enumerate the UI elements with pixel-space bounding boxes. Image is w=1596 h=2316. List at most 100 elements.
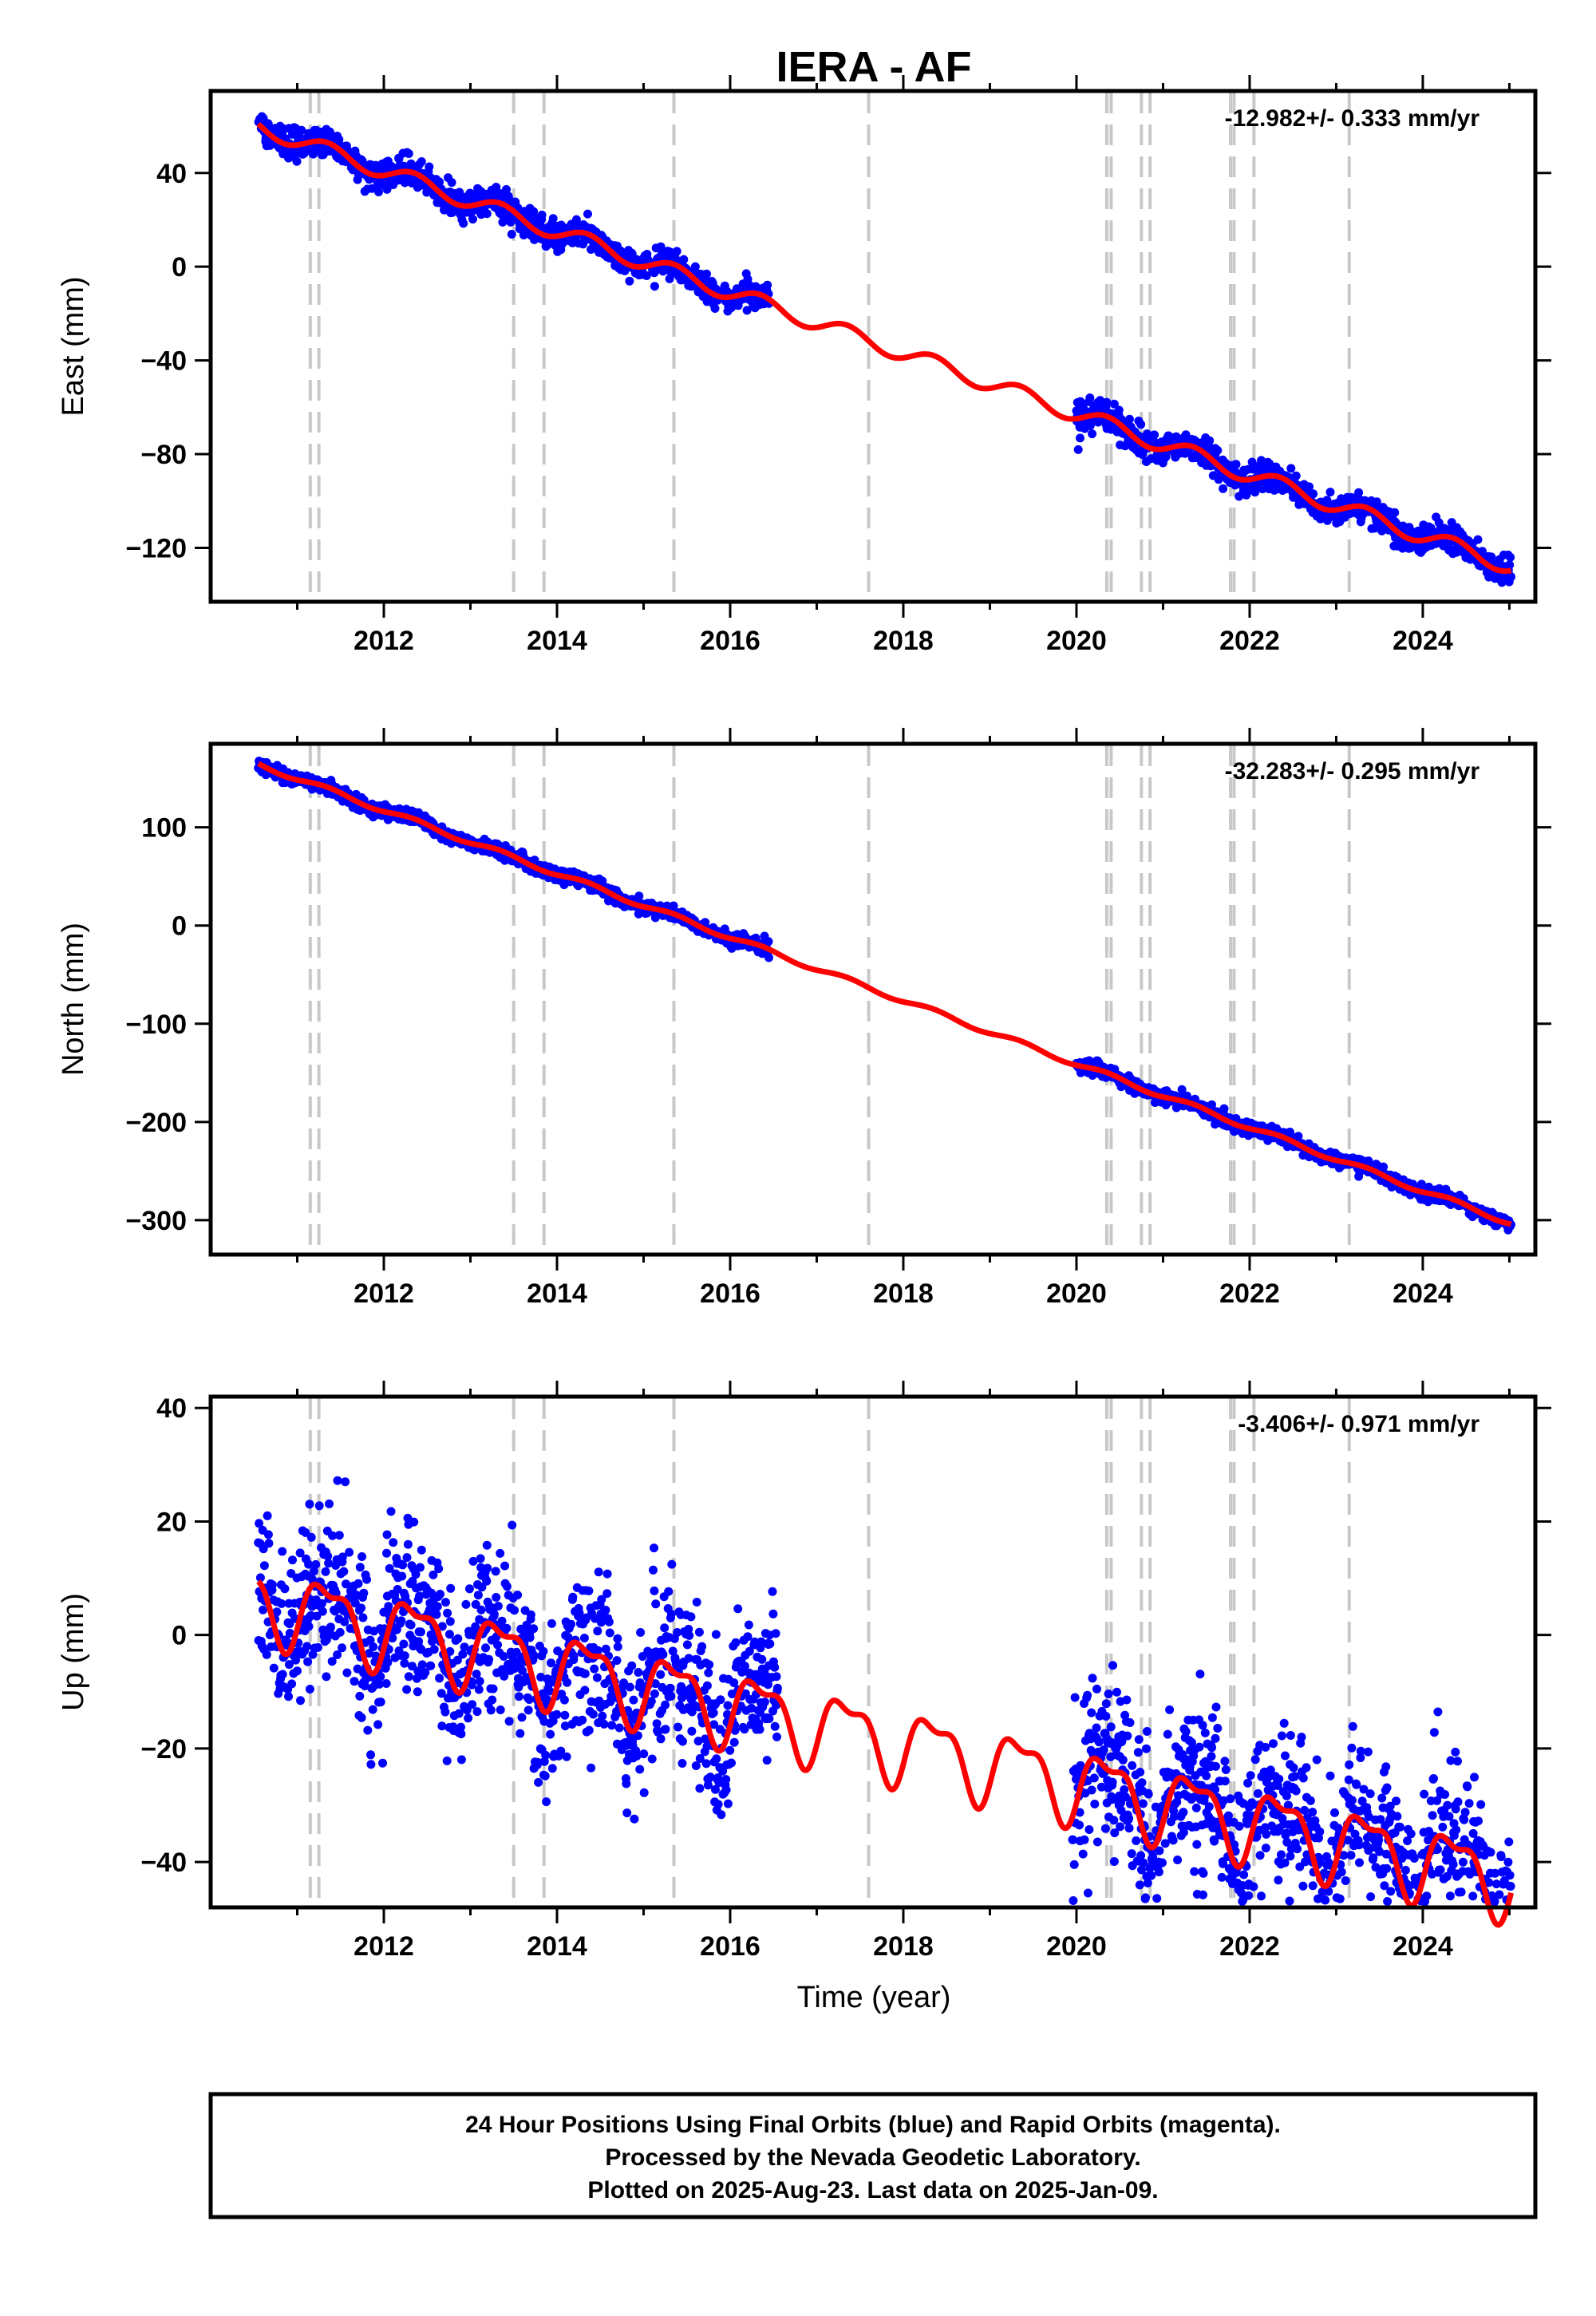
data-point <box>355 1691 365 1701</box>
data-point <box>613 1642 622 1651</box>
data-point <box>482 1576 492 1586</box>
data-point <box>1125 414 1134 424</box>
data-point <box>666 1683 675 1693</box>
data-point <box>510 1606 519 1615</box>
data-point <box>432 1610 441 1619</box>
x-tick-label: 2012 <box>354 626 414 656</box>
data-point <box>1309 489 1318 499</box>
data-point <box>440 1707 450 1717</box>
data-point <box>598 876 607 886</box>
data-point <box>525 1633 535 1642</box>
data-point <box>1219 484 1228 493</box>
data-point <box>259 1561 269 1571</box>
data-point <box>493 1640 502 1650</box>
data-point <box>508 1520 517 1530</box>
x-tick-label: 2014 <box>527 626 587 656</box>
data-point <box>481 1643 490 1653</box>
y-tick-label: 100 <box>141 813 187 844</box>
data-point <box>264 1539 274 1548</box>
data-point <box>357 1713 366 1722</box>
data-point <box>1088 429 1097 439</box>
data-point <box>1219 1104 1229 1113</box>
data-point <box>604 1617 614 1626</box>
data-point <box>1073 445 1083 454</box>
data-point <box>614 1723 624 1733</box>
data-point <box>629 1695 638 1705</box>
data-point <box>378 1758 387 1768</box>
y-tick-label: −80 <box>140 440 187 470</box>
data-point <box>594 1567 603 1577</box>
data-point <box>417 1660 427 1670</box>
data-point <box>567 1619 576 1629</box>
data-point <box>523 1705 533 1715</box>
data-point <box>376 1697 385 1707</box>
data-point <box>488 1684 498 1694</box>
data-point <box>269 1663 279 1673</box>
data-point <box>404 149 413 158</box>
data-point <box>578 1715 587 1725</box>
data-point <box>507 230 516 239</box>
data-point <box>366 1760 376 1769</box>
data-point <box>445 1617 455 1626</box>
data-point <box>704 1668 713 1678</box>
data-point <box>534 1777 543 1787</box>
data-point <box>674 1722 682 1732</box>
data-point <box>297 125 306 135</box>
data-point <box>306 1532 316 1542</box>
data-point <box>1136 420 1146 429</box>
data-point <box>322 1672 331 1682</box>
x-tick-label: 2024 <box>1393 626 1453 656</box>
data-point <box>464 1713 473 1723</box>
data-point <box>302 1642 312 1651</box>
data-point <box>456 1729 466 1739</box>
north-y-axis-label: North (mm) <box>57 923 90 1076</box>
data-point <box>358 1613 368 1622</box>
east-data-points <box>254 112 1515 587</box>
data-point <box>686 1612 696 1622</box>
data-point <box>400 1658 409 1668</box>
data-point <box>488 1695 497 1705</box>
data-point <box>489 1610 499 1619</box>
data-point <box>568 1592 578 1602</box>
data-point <box>763 280 772 290</box>
data-point <box>484 1654 494 1664</box>
y-tick-label: 40 <box>156 159 187 189</box>
data-point <box>701 1759 711 1769</box>
data-point <box>516 1729 525 1738</box>
data-point <box>398 1560 408 1570</box>
data-point <box>313 1642 322 1652</box>
data-point <box>367 184 377 193</box>
data-point <box>569 1651 579 1661</box>
x-tick-label: 2012 <box>354 1279 414 1309</box>
data-point <box>311 1559 321 1569</box>
data-point <box>1505 560 1515 570</box>
data-point <box>650 1586 659 1595</box>
data-point <box>563 1678 572 1687</box>
data-point <box>560 1710 570 1720</box>
x-tick-label: 2022 <box>1219 626 1280 656</box>
data-point <box>601 1606 610 1614</box>
data-point <box>464 1584 474 1594</box>
data-point <box>496 1705 505 1714</box>
data-point <box>342 1668 352 1678</box>
x-tick-label: 2014 <box>527 1279 587 1309</box>
data-point <box>710 304 720 313</box>
data-point <box>436 1590 444 1599</box>
data-point <box>584 1586 594 1595</box>
data-point <box>476 1554 485 1563</box>
data-point <box>341 1477 350 1487</box>
data-point <box>400 1651 409 1661</box>
data-point <box>642 271 651 280</box>
data-point <box>552 1709 562 1719</box>
data-point <box>1322 496 1332 505</box>
data-point <box>386 1507 396 1516</box>
data-point <box>288 1555 297 1565</box>
data-point <box>493 1602 503 1611</box>
data-point <box>263 1530 273 1539</box>
data-point <box>497 1616 507 1626</box>
data-point <box>599 1719 609 1729</box>
data-point <box>1305 482 1314 492</box>
up-panel: 2012 2014 2016 2018 2020 2022 2024−40−2002040U… <box>57 1381 1551 1962</box>
data-point <box>461 1599 471 1609</box>
data-point <box>742 306 752 315</box>
